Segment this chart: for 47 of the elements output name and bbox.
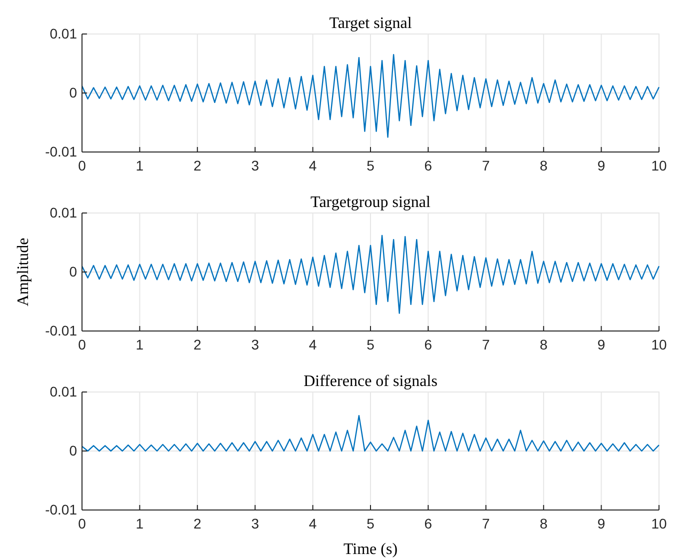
- x-tick-label: 9: [597, 336, 606, 352]
- y-axis-title: Amplitude: [15, 238, 32, 306]
- line-series: [81, 54, 660, 138]
- x-tick-label: 5: [366, 515, 375, 532]
- y-tick-label: 0: [69, 84, 78, 100]
- x-tick-label: 7: [482, 336, 490, 352]
- line-series: [81, 234, 660, 314]
- x-tick-label: 3: [251, 515, 260, 532]
- x-tick-label: 7: [482, 515, 490, 532]
- x-tick-label: 9: [597, 157, 606, 174]
- x-tick-label: 6: [424, 157, 432, 174]
- x-tick-label: 4: [308, 336, 317, 352]
- x-tick-label: 7: [482, 157, 490, 174]
- x-tick-label: 1: [136, 515, 144, 532]
- x-tick-label: 5: [366, 336, 375, 352]
- y-tick-label: 0: [69, 263, 78, 280]
- x-tick-label: 8: [540, 336, 548, 352]
- chart-title: Target signal: [329, 15, 412, 32]
- x-tick-label: 10: [651, 157, 667, 174]
- x-tick-label: 2: [194, 515, 202, 532]
- x-tick-label: 3: [251, 336, 260, 352]
- y-tick-label: 0: [69, 442, 78, 458]
- x-tick-label: 2: [194, 336, 202, 352]
- x-tick-label: 1: [136, 336, 144, 352]
- x-axis-title: Time (s): [343, 541, 398, 558]
- x-tick-label: 10: [651, 336, 667, 352]
- y-tick-label: 0.01: [50, 383, 78, 400]
- line-series: [81, 415, 660, 452]
- chart-title: Difference of signals: [304, 373, 438, 390]
- x-tick-label: 8: [540, 515, 548, 532]
- x-tick-label: 10: [651, 515, 667, 532]
- x-tick-label: 3: [251, 157, 260, 174]
- x-tick-label: 4: [308, 157, 317, 174]
- y-tick-label: -0.01: [45, 501, 78, 518]
- x-tick-label: 6: [424, 336, 432, 352]
- chart-title: Targetgroup signal: [310, 194, 431, 211]
- x-tick-label: 4: [308, 515, 317, 532]
- y-tick-label: -0.01: [45, 143, 78, 160]
- y-tick-label: 0.01: [50, 204, 78, 220]
- x-tick-label: 8: [540, 157, 548, 174]
- y-tick-label: -0.01: [45, 322, 78, 338]
- x-tick-label: 6: [424, 515, 432, 532]
- x-tick-label: 1: [136, 157, 144, 174]
- x-tick-label: 2: [194, 157, 202, 174]
- y-tick-label: 0.01: [50, 25, 78, 42]
- x-tick-label: 5: [366, 157, 375, 174]
- x-tick-label: 9: [597, 515, 606, 532]
